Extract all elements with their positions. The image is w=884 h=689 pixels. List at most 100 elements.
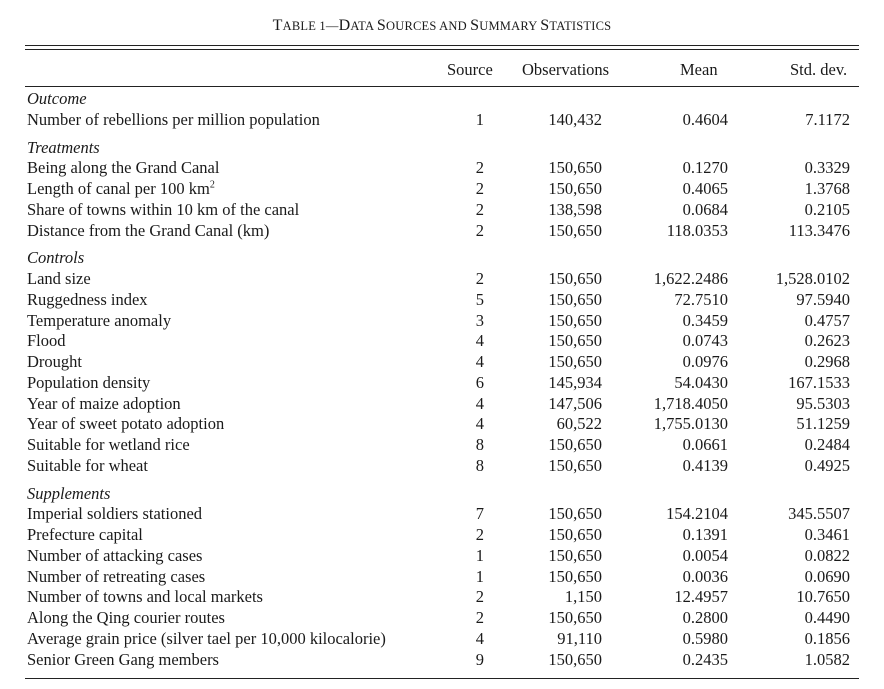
row-label-text: Population density bbox=[27, 372, 151, 392]
cell-source: 2 bbox=[475, 199, 484, 219]
row-label: Prefecture capital bbox=[27, 525, 143, 545]
row-label-text: Average grain price (silver tael per 10,… bbox=[27, 628, 386, 648]
cell-std: 0.1856 bbox=[804, 628, 850, 648]
cell-mean: 0.4065 bbox=[682, 179, 728, 198]
row-label-text: Number of attacking cases bbox=[27, 545, 203, 565]
cell-source: 4 bbox=[475, 393, 484, 413]
row-label: Suitable for wetland rice bbox=[27, 435, 190, 455]
cell-observations: 140,432 bbox=[548, 109, 602, 129]
row-label-text: Senior Green Gang members bbox=[27, 649, 219, 669]
cell-source: 2 bbox=[475, 525, 484, 544]
cell-std: 0.4925 bbox=[804, 455, 850, 475]
cell-source: 8 bbox=[475, 435, 484, 454]
row-label: Drought bbox=[27, 352, 82, 372]
cell-observations: 150,650 bbox=[548, 545, 602, 565]
cell-observations: 150,650 bbox=[548, 269, 602, 288]
table-row: Ruggedness index 5 150,650 72.7510 97.5940 bbox=[0, 290, 884, 311]
cell-mean: 0.3459 bbox=[682, 310, 728, 330]
cell-source: 2 bbox=[475, 587, 484, 607]
table-row: Number of attacking cases 1 150,650 0.0054 0… bbox=[0, 546, 884, 567]
cell-observations: 145,934 bbox=[548, 372, 602, 392]
cell-mean: 0.5980 bbox=[682, 628, 728, 648]
row-label-text: Number of rebellions per million populat… bbox=[27, 109, 320, 129]
cell-mean: 0.2435 bbox=[682, 649, 728, 669]
cell-observations: 91,110 bbox=[557, 628, 602, 648]
cell-observations: 150,650 bbox=[548, 158, 602, 178]
section-label: Treatments bbox=[27, 137, 100, 157]
cell-std: 167.1533 bbox=[788, 372, 850, 392]
row-label: Being along the Grand Canal bbox=[27, 158, 219, 178]
row-label-text: Land size bbox=[27, 269, 91, 288]
table-title: TABLE 1—DATA SOURCES AND SUMMARY STATIST… bbox=[272, 17, 612, 34]
row-label: Average grain price (silver tael per 10,… bbox=[27, 629, 386, 649]
row-label-text: Suitable for wheat bbox=[27, 455, 148, 475]
table-row: Land size 2 150,650 1,622.2486 1,528.0102 bbox=[0, 269, 884, 290]
cell-observations: 150,650 bbox=[548, 220, 602, 240]
cell-source: 1 bbox=[475, 566, 484, 586]
row-label: Share of towns within 10 km of the canal bbox=[27, 200, 299, 220]
cell-std: 0.2105 bbox=[804, 199, 850, 219]
table-row: Year of maize adoption 4 147,506 1,718.4050… bbox=[0, 394, 884, 415]
cell-std: 95.5303 bbox=[796, 393, 850, 413]
top-rule-1 bbox=[25, 45, 859, 46]
table-row: Prefecture capital 2 150,650 0.1391 0.3461 bbox=[0, 525, 884, 546]
cell-mean: 54.0430 bbox=[674, 372, 728, 392]
row-label-text: Drought bbox=[27, 352, 82, 371]
table-row: Length of canal per 100 km2 2 150,650 0.406… bbox=[0, 179, 884, 200]
section-label: Controls bbox=[27, 248, 85, 268]
row-label-text: Prefecture capital bbox=[27, 525, 143, 544]
cell-std: 1.3768 bbox=[804, 179, 850, 198]
cell-std: 1,528.0102 bbox=[775, 269, 850, 288]
row-label-text: Ruggedness index bbox=[27, 289, 148, 309]
cell-observations: 150,650 bbox=[548, 352, 602, 371]
cell-std: 7.1172 bbox=[805, 109, 850, 129]
row-label: Year of maize adoption bbox=[27, 394, 181, 414]
table-row: Flood 4 150,650 0.0743 0.2623 bbox=[0, 331, 884, 352]
cell-mean: 0.0743 bbox=[682, 331, 728, 351]
cell-mean: 0.1270 bbox=[682, 158, 728, 178]
cell-observations: 60,522 bbox=[556, 414, 602, 434]
row-label-text: Being along the Grand Canal bbox=[27, 158, 220, 178]
cell-std: 0.2623 bbox=[804, 331, 850, 351]
row-label-text: Along the Qing courier routes bbox=[27, 608, 225, 627]
cell-mean: 154.2104 bbox=[666, 504, 728, 524]
section-label: Supplements bbox=[27, 483, 111, 503]
cell-observations: 150,650 bbox=[548, 455, 602, 475]
row-label: Year of sweet potato adoption bbox=[27, 414, 224, 434]
cell-mean: 0.4139 bbox=[682, 455, 728, 475]
table-row: Number of retreating cases 1 150,650 0.0036… bbox=[0, 567, 884, 588]
cell-source: 9 bbox=[475, 649, 484, 669]
cell-mean: 0.2800 bbox=[682, 608, 728, 627]
cell-mean: 0.0054 bbox=[682, 545, 728, 565]
cell-mean: 1,755.0130 bbox=[653, 414, 728, 434]
cell-observations: 150,650 bbox=[548, 310, 602, 330]
table-row: Share of towns within 10 km of the canal… bbox=[0, 200, 884, 221]
row-label: Length of canal per 100 km2 bbox=[27, 179, 215, 199]
table-row: Being along the Grand Canal 2 150,650 0.127… bbox=[0, 158, 884, 179]
cell-observations: 150,650 bbox=[548, 289, 602, 309]
table-row: Number of towns and local markets 2 1,150 1… bbox=[0, 587, 884, 608]
section-header: Controls bbox=[0, 248, 884, 269]
cell-observations: 150,650 bbox=[548, 179, 602, 198]
cell-source: 2 bbox=[475, 220, 484, 240]
section-header: Treatments bbox=[0, 138, 884, 159]
cell-observations: 150,650 bbox=[548, 649, 602, 669]
cell-source: 6 bbox=[475, 372, 484, 392]
cell-std: 0.0690 bbox=[804, 566, 850, 586]
cell-observations: 147,506 bbox=[548, 393, 602, 413]
header-source: Source bbox=[447, 60, 493, 79]
cell-mean: 0.4604 bbox=[682, 109, 728, 129]
header-mean: Mean bbox=[680, 60, 718, 79]
cell-std: 1.0582 bbox=[804, 649, 850, 669]
row-label: Senior Green Gang members bbox=[27, 650, 219, 670]
row-label: Number of rebellions per million populat… bbox=[27, 110, 320, 130]
row-label-text: Number of towns and local markets bbox=[27, 587, 263, 607]
row-label: Number of retreating cases bbox=[27, 567, 205, 587]
row-label-text: Distance from the Grand Canal (km) bbox=[27, 220, 270, 240]
cell-observations: 150,650 bbox=[548, 435, 602, 454]
table-row: Imperial soldiers stationed 7 150,650 154.2… bbox=[0, 504, 884, 525]
row-label: Flood bbox=[27, 331, 66, 351]
cell-source: 1 bbox=[475, 545, 484, 565]
section-label: Outcome bbox=[27, 89, 87, 108]
row-label-text: Temperature anomaly bbox=[27, 310, 172, 330]
